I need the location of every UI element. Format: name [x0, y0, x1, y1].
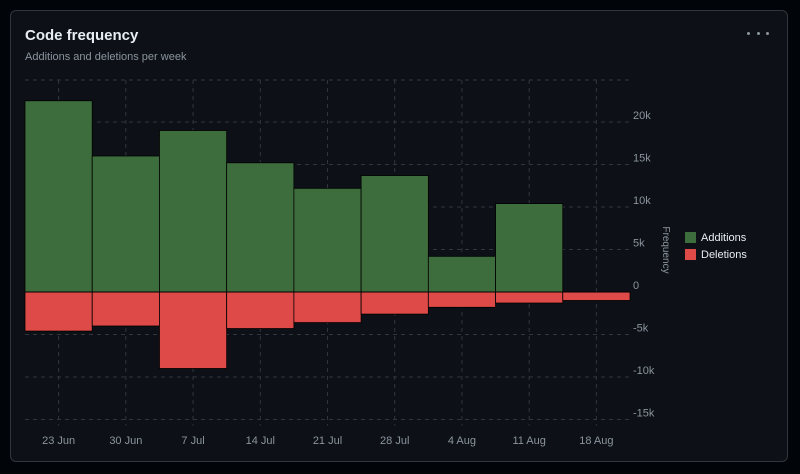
legend-item-deletions[interactable]: Deletions: [685, 246, 747, 263]
x-tick-label: 7 Jul: [181, 435, 204, 447]
bar-deletions: [226, 291, 295, 329]
chart-legend: Additions Deletions: [685, 229, 747, 263]
bar-additions: [159, 130, 228, 293]
bar-additions: [495, 203, 564, 293]
more-horizontal-icon[interactable]: [747, 25, 769, 41]
y-tick-label: 5k: [633, 238, 645, 250]
x-tick-label: 23 Jun: [42, 435, 75, 447]
x-tick-label: 4 Aug: [448, 435, 476, 447]
y-tick-label: 10k: [633, 195, 651, 207]
x-tick-label: 21 Jul: [313, 435, 342, 447]
y-tick-label: -10k: [633, 365, 655, 377]
bar-deletions: [427, 291, 496, 308]
y-axis-label: Frequency: [660, 226, 671, 273]
bar-additions: [91, 155, 160, 293]
bar-deletions: [360, 291, 429, 315]
bar-deletions: [159, 291, 228, 369]
y-tick-label: 20k: [633, 110, 651, 122]
y-tick-label: -5k: [633, 323, 649, 335]
y-tick-label: -15k: [633, 408, 655, 420]
bar-deletions: [91, 291, 160, 327]
bar-additions: [360, 175, 429, 293]
x-tick-label: 28 Jul: [380, 435, 409, 447]
chart-subtitle: Additions and deletions per week: [25, 51, 187, 63]
bar-additions: [24, 100, 93, 293]
y-tick-label: 15k: [633, 153, 651, 165]
legend-label-additions: Additions: [701, 231, 747, 244]
bar-additions: [427, 255, 496, 293]
legend-item-additions[interactable]: Additions: [685, 229, 747, 246]
legend-swatch-additions: [685, 232, 696, 243]
chart-title: Code frequency: [25, 27, 139, 44]
bar-deletions: [293, 291, 362, 324]
bar-additions: [226, 162, 295, 293]
y-tick-label: 0: [633, 280, 639, 292]
x-tick-label: 14 Jul: [246, 435, 275, 447]
bar-deletions: [24, 291, 93, 332]
x-tick-label: 18 Aug: [579, 435, 613, 447]
x-tick-label: 30 Jun: [109, 435, 142, 447]
x-tick-label: 11 Aug: [512, 435, 545, 447]
legend-label-deletions: Deletions: [701, 248, 747, 261]
legend-swatch-deletions: [685, 249, 696, 260]
bar-deletions: [495, 291, 564, 304]
bar-additions: [293, 187, 362, 293]
bar-deletions: [562, 291, 631, 301]
